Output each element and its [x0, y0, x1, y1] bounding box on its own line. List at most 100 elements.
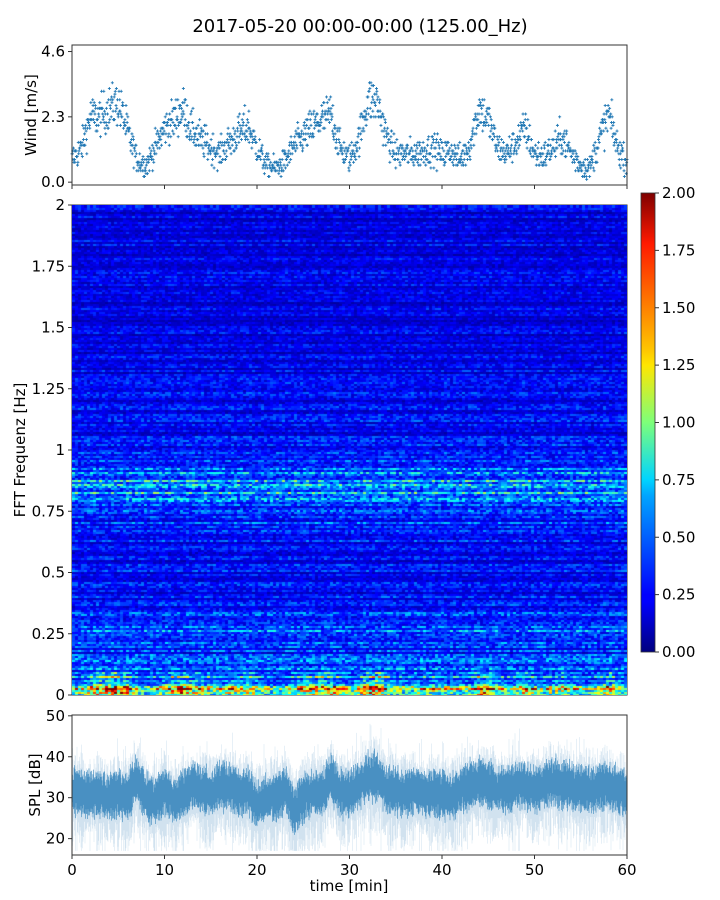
x-tick-label: 30: [340, 861, 359, 879]
wind-point: [584, 174, 588, 178]
wind-point: [296, 121, 300, 125]
wind-point: [250, 135, 254, 139]
wind-point: [441, 157, 445, 161]
wind-point: [231, 126, 235, 130]
wind-point: [205, 140, 209, 144]
wind-point: [147, 169, 151, 173]
wind-point: [227, 143, 231, 147]
wind-point: [333, 132, 337, 136]
wind-point: [155, 129, 159, 133]
wind-point: [484, 118, 488, 122]
wind-point: [241, 121, 245, 125]
wind-point: [620, 157, 624, 161]
wind-point: [583, 172, 587, 176]
wind-point: [260, 149, 264, 153]
wind-point: [615, 129, 619, 133]
wind-point: [84, 129, 88, 133]
wind-point: [502, 146, 506, 150]
wind-point: [311, 132, 315, 136]
wind-point: [285, 157, 289, 161]
wind-point: [618, 152, 622, 156]
wind-point: [332, 138, 336, 142]
colorbar: 0.00 0.25 0.50 0.75 1.00 1.25 1.50 1.75 2.00: [640, 184, 695, 661]
wind-point: [555, 140, 559, 144]
wind-point: [368, 86, 372, 90]
wind-point: [429, 166, 433, 170]
wind-point: [327, 98, 331, 102]
wind-point: [121, 103, 125, 107]
wind-point: [359, 132, 363, 136]
wind-point: [148, 152, 152, 156]
wind-point: [83, 132, 87, 136]
wind-point: [390, 140, 394, 144]
wind-point: [171, 129, 175, 133]
wind-point: [585, 157, 589, 161]
wind-point: [176, 135, 180, 139]
wind-point: [517, 143, 521, 147]
wind-point: [353, 152, 357, 156]
wind-point: [143, 166, 147, 170]
wind-point: [138, 152, 142, 156]
wind-point: [493, 135, 497, 139]
wind-point: [562, 140, 566, 144]
wind-point: [280, 157, 284, 161]
wind-point: [514, 143, 518, 147]
wind-point: [375, 98, 379, 102]
wind-point: [270, 169, 274, 173]
wind-point: [436, 140, 440, 144]
spl-y-tick-label: 30: [46, 789, 65, 807]
wind-point: [123, 118, 127, 122]
wind-point: [611, 135, 615, 139]
wind-point: [235, 126, 239, 130]
wind-point: [132, 166, 136, 170]
wind-point: [262, 172, 266, 176]
wind-point: [260, 143, 264, 147]
wind-point: [456, 143, 460, 147]
wind-point: [75, 155, 79, 159]
wind-point: [543, 160, 547, 164]
wind-point: [189, 138, 193, 142]
wind-point: [582, 163, 586, 167]
wind-point: [360, 112, 364, 116]
wind-point: [426, 138, 430, 142]
wind-point: [417, 143, 421, 147]
wind-point: [171, 121, 175, 125]
wind-point: [111, 98, 115, 102]
wind-point: [312, 135, 316, 139]
wind-point: [145, 172, 149, 176]
wind-point: [564, 132, 568, 136]
wind-point: [208, 152, 212, 156]
wind-point: [116, 115, 120, 119]
wind-point: [364, 109, 368, 113]
wind-point: [509, 146, 513, 150]
wind-point: [484, 123, 488, 127]
wind-point: [400, 143, 404, 147]
wind-point: [309, 123, 313, 127]
wind-point: [470, 138, 474, 142]
wind-point: [296, 126, 300, 130]
wind-point: [363, 115, 367, 119]
wind-point: [384, 143, 388, 147]
wind-point: [429, 146, 433, 150]
wind-point: [489, 118, 493, 122]
wind-point: [503, 149, 507, 153]
wind-point: [190, 109, 194, 113]
wind-point: [318, 123, 322, 127]
wind-point: [348, 163, 352, 167]
wind-point: [536, 146, 540, 150]
wind-point: [129, 149, 133, 153]
wind-point: [104, 106, 108, 110]
colorbar-tick-label: 1.75: [662, 241, 695, 259]
wind-point: [338, 126, 342, 130]
wind-point: [170, 98, 174, 102]
wind-point: [519, 121, 523, 125]
wind-point: [232, 149, 236, 153]
wind-point: [367, 89, 371, 93]
wind-point: [280, 166, 284, 170]
wind-point: [329, 95, 333, 99]
wind-point: [233, 132, 237, 136]
wind-point: [258, 138, 262, 142]
wind-point: [586, 169, 590, 173]
wind-point: [572, 160, 576, 164]
wind-point: [93, 121, 97, 125]
